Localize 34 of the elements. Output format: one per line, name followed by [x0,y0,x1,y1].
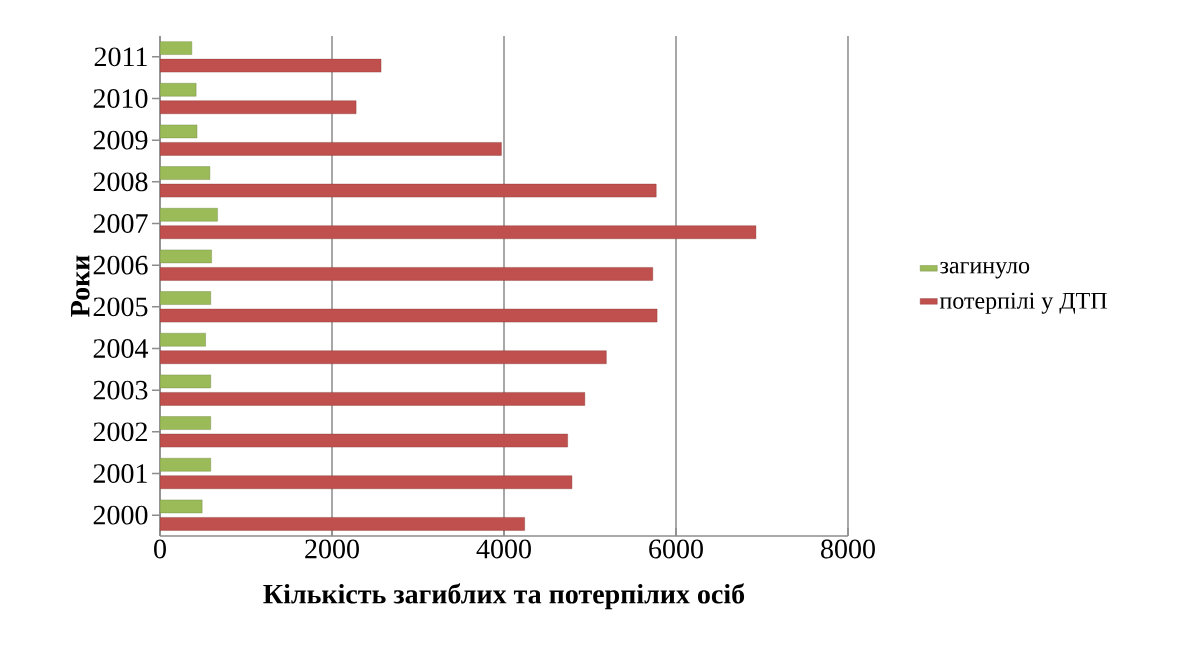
bar [160,517,525,531]
y-tick-label: 2001 [93,464,147,483]
y-tick-label: 2008 [93,172,148,192]
y-tick-label: 2006 [93,255,148,275]
y-tick-label: 2007 [93,214,148,233]
bar [160,350,607,364]
y-tick-label: 2004 [93,339,149,358]
y-tick-label: 2009 [93,130,148,150]
x-tick-label: 8000 [821,539,875,559]
x-tick-label: 6000 [649,539,703,559]
bar [160,308,658,323]
bar [160,208,218,222]
legend-label: загинуло [940,261,1030,279]
y-axis-title: Роки [71,255,90,317]
bar [160,267,653,281]
bar [160,392,586,406]
bar [160,100,357,114]
y-tick-label: 2010 [93,89,148,108]
bar [160,58,382,73]
legend-label: потерпілі у ДТП [939,292,1107,314]
x-axis-title: Кількість загиблих та потерпілих осіб [263,583,745,610]
bar [160,433,568,448]
x-tick-label: 2000 [305,539,359,559]
y-tick-label: 2003 [93,380,148,400]
y-tick-label: 2000 [93,505,148,525]
y-tick-label: 2005 [93,297,148,317]
x-tick-label: 4000 [476,539,531,559]
y-tick-label: 2002 [93,422,147,442]
bar [160,475,573,489]
x-tick-label: 0 [154,539,166,559]
y-tick-label: 2011 [94,47,147,67]
bar [160,225,757,239]
bar [160,183,657,198]
bar [160,142,502,156]
